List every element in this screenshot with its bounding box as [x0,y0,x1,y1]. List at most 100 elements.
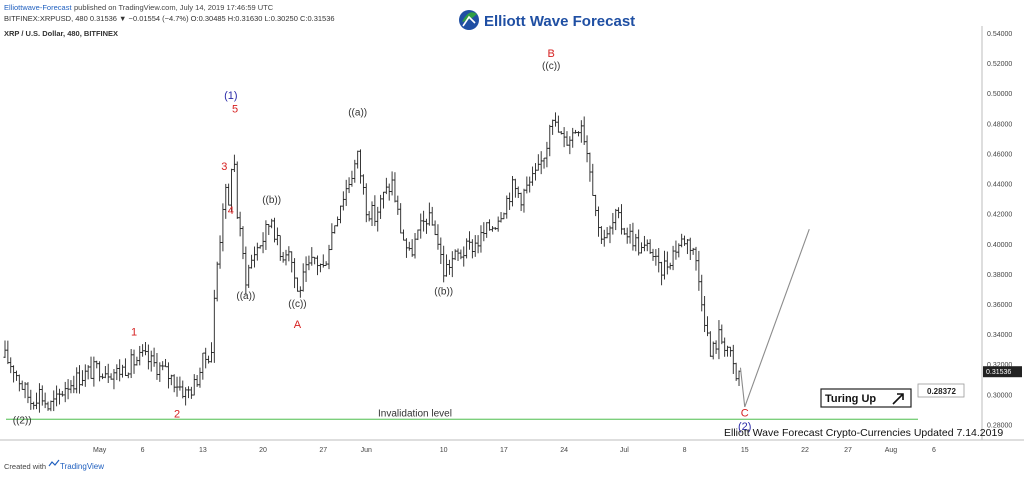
ohlc-bar [52,390,56,412]
ohlc-bar [364,183,368,223]
publisher-link[interactable]: Elliottwave-Forecast [4,3,72,12]
ohlc-bar [34,392,39,410]
ohlc-bar [95,360,99,369]
ohlc-bar [115,364,119,381]
ohlc-bar [209,342,214,363]
ohlc-bar [685,239,690,255]
ohlc-bar [103,366,107,379]
ohlc-bar [261,232,265,254]
ohlc-bar [373,195,377,227]
ohlc-bar [407,241,411,251]
ohlc-bar [714,340,718,354]
ohlc-bar [158,362,162,382]
ohlc-bar [232,154,236,173]
ohlc-bar [648,239,652,254]
x-tick-label: 13 [199,447,207,454]
ohlc-bar [654,249,658,266]
ohlc-bar [272,217,277,243]
ohlc-bar [665,251,669,275]
x-tick-label: Aug [885,447,898,454]
y-tick-label: 0.46000 [987,151,1012,158]
ohlc-bar [169,374,173,386]
ohlc-bar [361,174,366,195]
ohlc-bar [75,367,79,394]
ohlc-bar [204,347,208,369]
ohlc-bar [416,229,420,241]
brand-logo: Elliott Wave Forecast [459,10,635,30]
tradingview-link[interactable]: TradingView [60,462,104,471]
wave-label: ((2)) [13,415,32,426]
ohlc-bar [548,124,552,157]
ohlc-bar [287,246,291,262]
ohlc-bar [430,206,434,226]
brand-arrow-icon [462,15,476,27]
ohlc-bar [106,363,110,384]
ohlc-bar [657,248,661,273]
ohlc-bar [720,324,724,345]
ohlc-bar [341,191,345,211]
ohlc-bar [206,355,211,364]
ohlc-bar [490,226,495,232]
ohlc-bar [46,401,50,411]
x-tick-label: 10 [440,447,448,454]
ohlc-bar [691,247,695,255]
ohlc-bar [642,235,646,252]
ohlc-bar [189,386,193,399]
ohlc-bar [562,127,566,148]
ohlc-bar [3,340,7,358]
y-tick-label: 0.28000 [987,422,1012,429]
ohlc-bar [717,320,721,360]
ohlc-bar [40,385,44,406]
ohlc-bar [195,375,199,387]
last-price-tag: 0.31536 [983,366,1022,378]
ohlc-bar [442,245,446,283]
ohlc-bar [533,163,538,181]
ohlc-bar [396,195,400,215]
ohlc-bar [135,356,139,366]
y-tick-label: 0.34000 [987,332,1012,339]
ohlc-bar [737,370,741,386]
ohlc-bar [688,237,692,260]
ohlc-bar [476,235,480,254]
arrow-up-right-icon [892,393,904,405]
ohlc-bar [23,382,27,399]
tradingview-logo-icon [48,459,60,467]
ohlc-bar [545,141,549,168]
ohlc-bar [20,380,24,390]
ohlc-bar [333,225,337,234]
ohlc-bar [519,192,523,212]
ohlc-bar [92,356,96,387]
ohlc-bar [152,347,156,367]
ohlc-bar [146,344,150,370]
ohlc-bar [238,211,242,237]
ohlc-bar [172,374,176,393]
ohlc-bar [447,259,452,275]
ohlc-bar [453,249,457,261]
ohlc-bar [298,286,302,298]
ohlc-bar [72,375,76,394]
x-tick-label: 6 [141,447,145,454]
wave-label: 2 [174,408,180,420]
ohlc-bar [83,364,87,387]
ohlc-bar [132,349,136,374]
callout-text: Turing Up [825,393,876,405]
ohlc-bar [703,296,707,333]
ohlc-bar [315,255,320,276]
ohlc-bar [184,387,188,406]
ohlc-bar [241,226,245,260]
ohlc-bar [14,370,19,381]
ohlc-bar [347,177,351,194]
ohlc-bar [711,341,715,360]
wave-label: ((b)) [262,195,281,206]
wave-label: C [741,408,749,420]
wave-label: ((a)) [236,291,255,302]
ohlc-bar [212,289,216,363]
y-tick-label: 0.36000 [987,302,1012,309]
ohlc-bar [723,337,727,357]
ohlc-bar [336,216,340,227]
ohlc-bar [413,233,417,259]
ohlc-bar [387,183,391,201]
brand-name: Elliott Wave Forecast [484,13,635,30]
ohlc-bar [126,372,130,379]
ohlc-bar [694,246,698,271]
